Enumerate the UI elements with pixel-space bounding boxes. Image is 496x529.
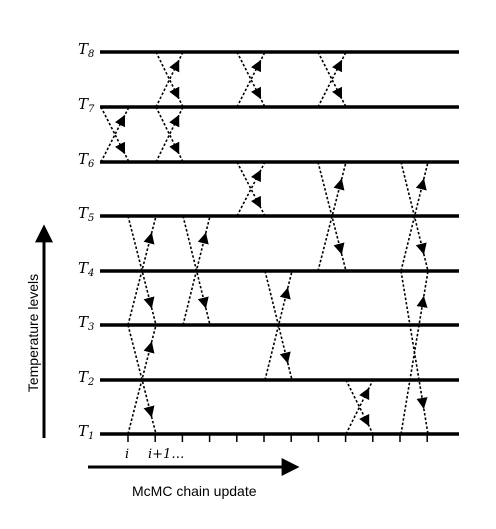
swap-segment [264,270,293,381]
swap-segment [100,106,130,163]
swap-segment [182,215,211,326]
swap-segment [400,270,429,435]
level-label-t3: T3 [78,313,95,333]
swap-segment [345,379,374,435]
time-ticks [127,434,428,442]
swap-segment [127,324,157,435]
tick-label-i: i [125,447,130,462]
swap-links [100,51,429,435]
swap-segment [236,161,266,217]
level-label-t8: T8 [78,40,95,60]
swap-segment [155,106,184,163]
y-axis-label: Temperature levels [25,273,41,393]
level-label-t1: T1 [78,422,95,442]
swap-segment [236,161,266,217]
level-label-t6: T6 [78,150,95,170]
swap-segment [100,106,130,163]
tick-label-i-plus-1: i+1… [148,447,185,462]
level-label-t4: T4 [78,259,95,279]
swap-segment [236,51,266,108]
level-label-t5: T5 [78,204,95,224]
swap-segment [317,51,347,108]
swap-segment [155,51,184,108]
swap-segment [345,379,374,435]
swap-segment [317,161,347,272]
swap-segment [317,51,347,108]
level-label-t2: T2 [78,368,95,388]
swap-segment [127,215,157,326]
swap-segment [155,106,184,163]
x-axis-label: McMC chain update [132,483,257,499]
swap-segment [155,51,184,108]
temperature-level-lines [100,50,459,436]
swap-segment [236,51,266,108]
level-label-t7: T7 [78,95,95,115]
swap-segment [400,161,429,272]
